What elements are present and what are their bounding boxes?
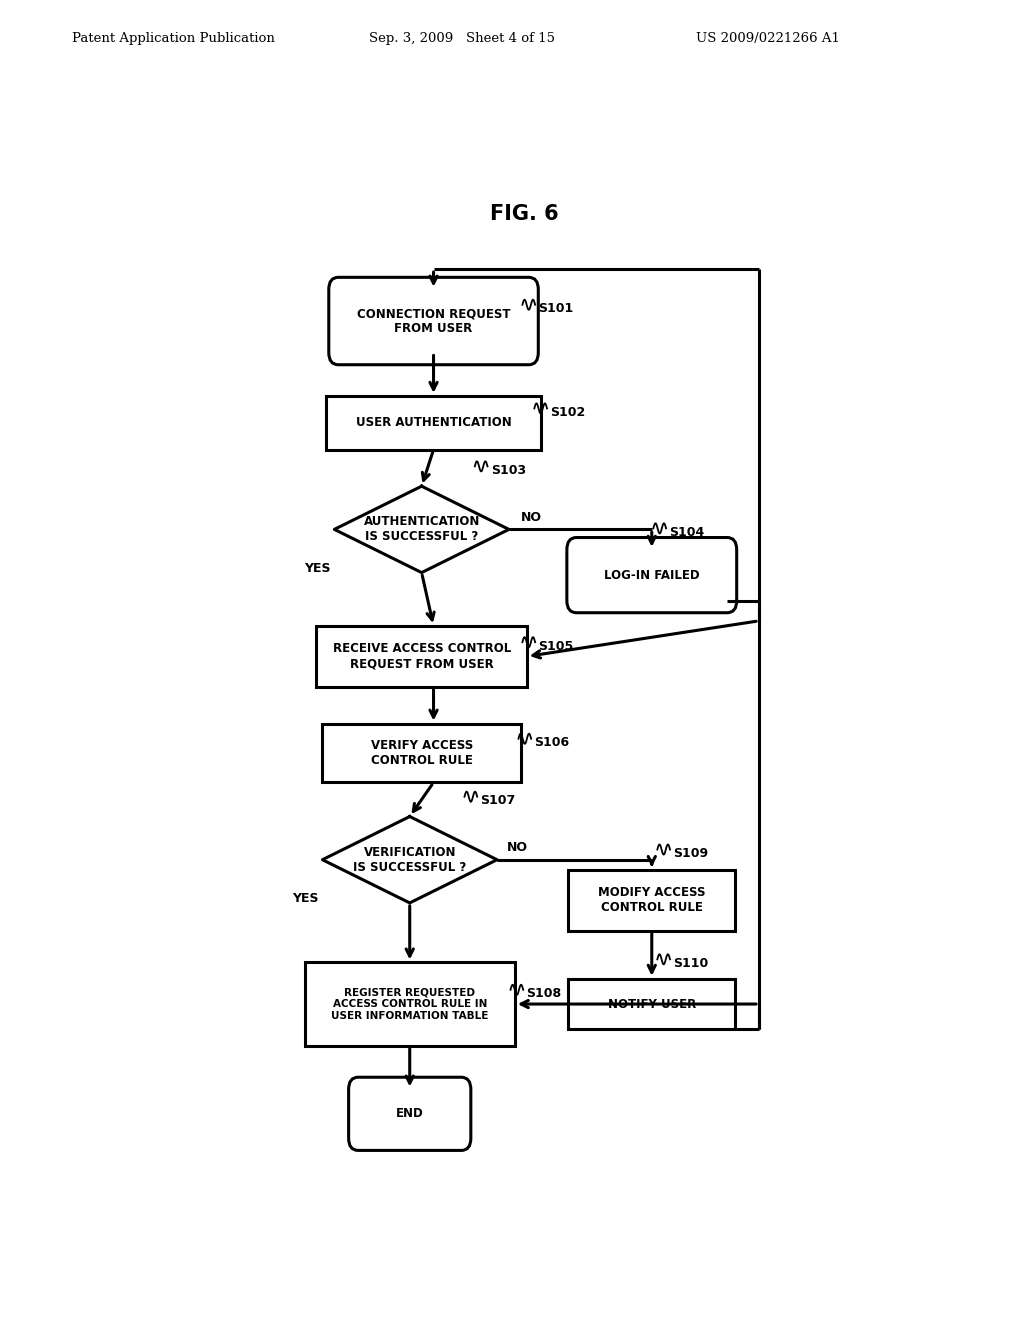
Text: S110: S110 xyxy=(673,957,709,970)
Bar xyxy=(323,723,521,783)
Text: VERIFICATION
IS SUCCESSFUL ?: VERIFICATION IS SUCCESSFUL ? xyxy=(353,846,466,874)
Text: NO: NO xyxy=(507,841,527,854)
Text: S106: S106 xyxy=(535,737,569,750)
Text: S105: S105 xyxy=(539,640,573,653)
Bar xyxy=(304,962,515,1045)
Text: S103: S103 xyxy=(490,463,525,477)
Polygon shape xyxy=(323,817,497,903)
Text: LOG-IN FAILED: LOG-IN FAILED xyxy=(604,569,699,582)
Bar xyxy=(568,870,735,931)
Text: MODIFY ACCESS
CONTROL RULE: MODIFY ACCESS CONTROL RULE xyxy=(598,886,706,915)
Text: VERIFY ACCESS
CONTROL RULE: VERIFY ACCESS CONTROL RULE xyxy=(371,739,473,767)
Bar xyxy=(316,626,526,686)
Text: NO: NO xyxy=(521,511,542,524)
Text: REGISTER REQUESTED
ACCESS CONTROL RULE IN
USER INFORMATION TABLE: REGISTER REQUESTED ACCESS CONTROL RULE I… xyxy=(331,987,488,1020)
FancyBboxPatch shape xyxy=(348,1077,471,1151)
Text: AUTHENTICATION
IS SUCCESSFUL ?: AUTHENTICATION IS SUCCESSFUL ? xyxy=(364,515,480,544)
Text: END: END xyxy=(396,1107,424,1121)
Text: RECEIVE ACCESS CONTROL
REQUEST FROM USER: RECEIVE ACCESS CONTROL REQUEST FROM USER xyxy=(333,643,511,671)
Text: S107: S107 xyxy=(480,795,516,808)
Text: S104: S104 xyxy=(670,525,705,539)
Text: USER AUTHENTICATION: USER AUTHENTICATION xyxy=(355,416,511,429)
Text: FIG. 6: FIG. 6 xyxy=(490,205,559,224)
Text: S108: S108 xyxy=(526,987,561,1001)
Text: NOTIFY USER: NOTIFY USER xyxy=(607,998,696,1011)
Text: Patent Application Publication: Patent Application Publication xyxy=(72,32,274,45)
FancyBboxPatch shape xyxy=(329,277,539,364)
Text: CONNECTION REQUEST
FROM USER: CONNECTION REQUEST FROM USER xyxy=(356,308,510,335)
Text: Sep. 3, 2009   Sheet 4 of 15: Sep. 3, 2009 Sheet 4 of 15 xyxy=(369,32,555,45)
Text: S101: S101 xyxy=(539,302,573,315)
Bar xyxy=(568,978,735,1030)
Text: YES: YES xyxy=(304,561,331,574)
Text: S109: S109 xyxy=(673,847,709,861)
Text: S102: S102 xyxy=(550,407,586,418)
Text: YES: YES xyxy=(292,892,318,904)
Polygon shape xyxy=(334,486,509,573)
Bar xyxy=(327,396,541,450)
FancyBboxPatch shape xyxy=(567,537,736,612)
Text: US 2009/0221266 A1: US 2009/0221266 A1 xyxy=(696,32,841,45)
